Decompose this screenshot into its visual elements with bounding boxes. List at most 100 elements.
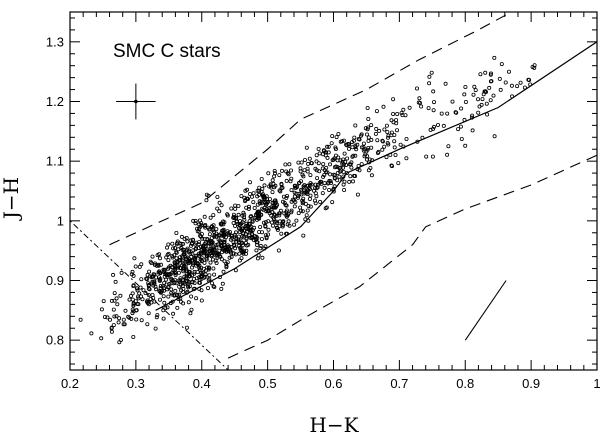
data-point [236, 212, 241, 217]
data-point [351, 153, 356, 158]
data-point [345, 156, 350, 161]
data-point [263, 220, 268, 225]
data-point [237, 258, 242, 263]
data-point [89, 331, 94, 336]
data-point [171, 268, 176, 273]
data-point [366, 117, 371, 122]
data-point [144, 276, 149, 281]
data-point [299, 189, 304, 194]
data-point [325, 144, 330, 149]
data-point [203, 272, 208, 277]
data-point [229, 254, 234, 259]
data-point [279, 182, 284, 187]
data-point [192, 257, 197, 262]
data-point [145, 298, 150, 303]
data-point [344, 143, 349, 148]
data-point [288, 179, 293, 184]
data-point [242, 249, 247, 254]
data-point [426, 106, 431, 111]
data-point [321, 174, 326, 179]
data-point [305, 189, 310, 194]
data-point [392, 132, 397, 137]
data-point [487, 85, 492, 90]
data-point [164, 255, 169, 260]
x-tick-label: 0.6 [324, 376, 342, 391]
data-point [199, 223, 204, 228]
data-point [389, 130, 394, 135]
data-point [153, 284, 158, 289]
dotted-boundary-line [70, 220, 229, 370]
data-point [250, 218, 255, 223]
data-point [266, 227, 271, 232]
data-point [152, 280, 157, 285]
data-point [224, 263, 229, 268]
data-point [138, 285, 143, 290]
data-point [144, 277, 149, 282]
data-point [176, 270, 181, 275]
data-point [391, 97, 396, 102]
data-point [485, 112, 490, 117]
data-point [186, 261, 191, 266]
data-point [131, 273, 136, 278]
data-point [262, 183, 267, 188]
data-point [237, 251, 242, 256]
data-point [179, 288, 184, 293]
data-point [271, 205, 276, 210]
data-point [288, 168, 293, 173]
data-point [145, 322, 150, 327]
data-point [459, 136, 464, 141]
data-point [404, 136, 409, 141]
data-point [193, 218, 198, 223]
data-point [308, 173, 313, 178]
data-point [222, 259, 227, 264]
data-point [382, 144, 387, 149]
x-tick-labels: 0.2 0.3 0.4 0.5 0.6 0.7 0.8 0.9 1 [61, 376, 600, 391]
data-point [158, 271, 163, 276]
data-point [338, 165, 343, 170]
data-point [270, 223, 275, 228]
data-point [289, 208, 294, 213]
data-point [131, 302, 136, 307]
data-point [201, 275, 206, 280]
data-point [475, 97, 480, 102]
data-point [284, 169, 289, 174]
data-point [353, 173, 358, 178]
data-point [431, 124, 436, 129]
data-point [414, 86, 419, 91]
data-point [182, 236, 187, 241]
data-point [233, 206, 238, 211]
data-point [158, 283, 163, 288]
data-point [217, 200, 222, 205]
data-point [197, 218, 202, 223]
data-point [188, 238, 193, 243]
data-point [229, 250, 234, 255]
data-point [247, 180, 252, 185]
data-point [476, 110, 481, 115]
data-point [173, 261, 178, 266]
data-point [150, 254, 155, 259]
data-point [211, 226, 216, 231]
data-point [237, 239, 242, 244]
data-point [206, 244, 211, 249]
data-point [312, 185, 317, 190]
data-point [272, 174, 277, 179]
data-point [141, 288, 146, 293]
x-tick-label: 0.9 [522, 376, 540, 391]
data-point [172, 245, 177, 250]
data-point [131, 309, 136, 314]
data-point [234, 237, 239, 242]
data-point [146, 282, 151, 287]
data-point [509, 83, 514, 88]
data-point [146, 311, 151, 316]
data-point [340, 177, 345, 182]
error-cross-center [134, 99, 138, 104]
data-point [207, 276, 212, 281]
data-point [114, 314, 119, 319]
data-point [313, 191, 318, 196]
data-point [333, 145, 338, 150]
data-point [369, 173, 374, 178]
data-point [188, 311, 193, 316]
data-point [362, 154, 367, 159]
data-point [184, 235, 189, 240]
data-point [472, 84, 477, 89]
